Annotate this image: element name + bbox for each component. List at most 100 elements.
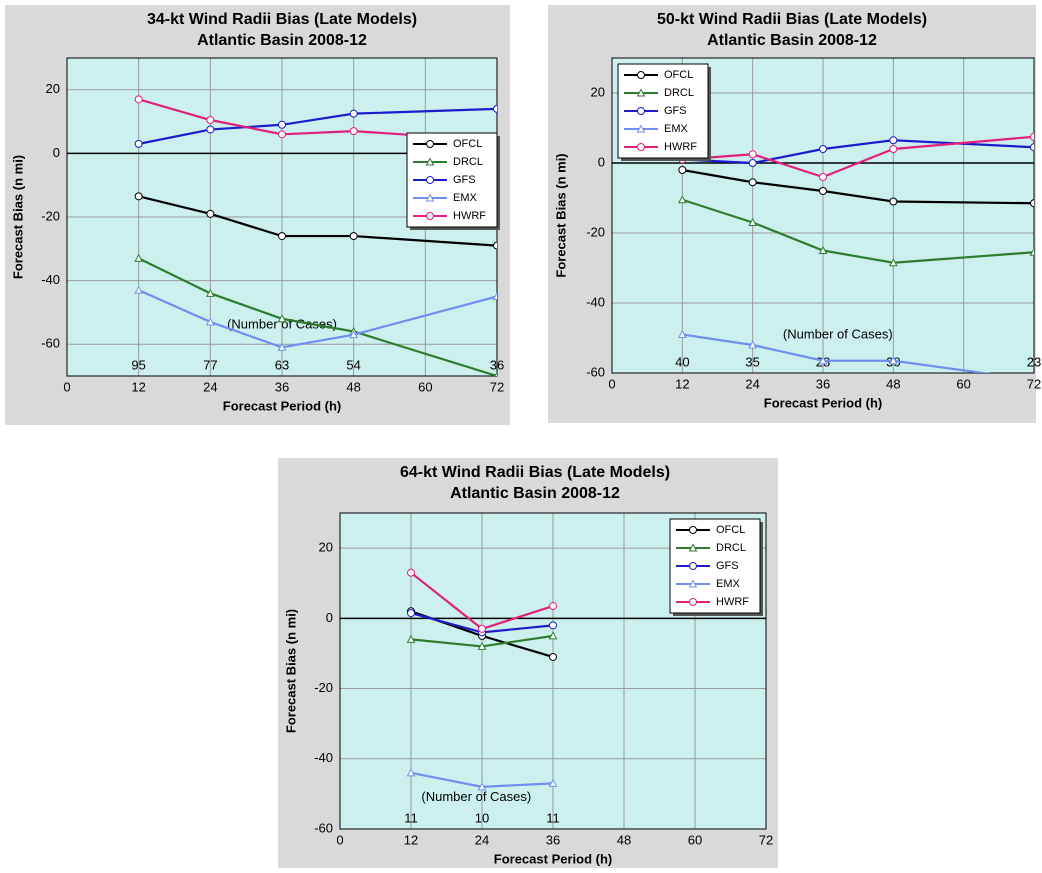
marker — [689, 598, 697, 606]
marker — [637, 71, 645, 79]
cases-label: (Number of Cases) — [421, 789, 531, 804]
case-count: 63 — [275, 357, 289, 372]
series-layer — [677, 132, 1034, 373]
chart-subtitle: Atlantic Basin 2008-12 — [197, 32, 367, 49]
x-tick-label: 36 — [275, 379, 289, 394]
x-axis-label: Forecast Period (h) — [494, 851, 612, 866]
marker — [205, 288, 215, 297]
marker — [478, 624, 486, 633]
marker — [889, 145, 898, 153]
marker — [637, 107, 645, 115]
y-tick-label: -20 — [41, 208, 60, 223]
marker — [1029, 247, 1034, 256]
x-axis-label: Forecast Period (h) — [223, 398, 341, 413]
legend: OFCL DRCL GFS EMX HWRF — [617, 63, 711, 161]
marker — [688, 579, 698, 588]
marker — [349, 232, 358, 241]
marker — [748, 150, 757, 159]
marker — [278, 232, 286, 241]
series-layer — [406, 568, 558, 791]
legend-label: EMX — [664, 123, 689, 135]
marker — [688, 543, 698, 552]
marker — [205, 317, 215, 326]
y-axis-label: Forecast Bias (n mi) — [283, 609, 298, 733]
x-tick-label: 0 — [63, 379, 70, 394]
legend-label: EMX — [716, 578, 741, 590]
marker — [748, 217, 758, 226]
legend-label: EMX — [453, 192, 478, 204]
x-tick-label: 48 — [886, 376, 900, 391]
marker — [1030, 143, 1034, 152]
case-count: 35 — [745, 354, 759, 369]
legend-label: GFS — [664, 105, 687, 117]
marker — [134, 253, 144, 262]
marker — [477, 782, 487, 791]
marker — [1030, 132, 1034, 141]
legend-label: GFS — [453, 174, 476, 186]
legend-label: HWRF — [453, 210, 486, 222]
chart-subtitle: Atlantic Basin 2008-12 — [450, 485, 620, 502]
y-tick-label: -60 — [586, 364, 605, 379]
y-tick-label: -20 — [586, 224, 605, 239]
legend-label: DRCL — [664, 87, 694, 99]
marker — [134, 139, 143, 148]
plot-border — [611, 57, 1035, 374]
marker — [206, 125, 215, 134]
marker — [426, 176, 434, 184]
chart-panel: 64-kt Wind Radii Bias (Late Models) Atlan… — [278, 458, 778, 868]
marker — [819, 187, 827, 195]
case-count: 36 — [490, 357, 504, 372]
marker — [134, 285, 144, 294]
marker — [748, 159, 757, 167]
x-tick-label: 60 — [688, 832, 702, 847]
marker — [425, 193, 435, 202]
marker — [134, 95, 143, 104]
legend: OFCL DRCL GFS EMX HWRF — [406, 132, 500, 230]
legend-label: DRCL — [453, 156, 483, 168]
marker — [549, 652, 557, 661]
cases-label: (Number of Cases) — [227, 317, 337, 332]
marker — [277, 314, 287, 323]
x-tick-label: 12 — [131, 379, 145, 394]
case-count: 77 — [203, 357, 217, 372]
y-tick-label: -40 — [314, 750, 333, 765]
legend-label: OFCL — [716, 524, 745, 536]
marker — [426, 212, 434, 220]
y-tick-label: -40 — [41, 272, 60, 287]
x-tick-label: 60 — [418, 379, 432, 394]
marker — [426, 140, 434, 148]
y-tick-label: 0 — [598, 154, 605, 169]
case-count: 10 — [475, 810, 489, 825]
y-tick-label: -20 — [314, 680, 333, 695]
marker — [636, 88, 646, 97]
marker — [349, 109, 358, 118]
x-tick-label: 36 — [816, 376, 830, 391]
marker — [492, 291, 497, 300]
y-tick-label: 20 — [591, 84, 605, 99]
y-axis-label: Forecast Bias (n mi) — [553, 153, 568, 277]
y-tick-label: 0 — [53, 145, 60, 160]
legend-label: OFCL — [664, 69, 693, 81]
y-tick-label: -40 — [586, 294, 605, 309]
chart-title: 34-kt Wind Radii Bias (Late Models) — [147, 11, 417, 28]
x-tick-label: 72 — [759, 832, 773, 847]
legend: OFCL DRCL GFS EMX HWRF — [669, 518, 763, 616]
marker — [819, 145, 827, 153]
marker — [637, 143, 645, 151]
chart-panel: 34-kt Wind Radii Bias (Late Models) Atlan… — [5, 5, 510, 425]
marker — [425, 157, 435, 166]
marker — [277, 342, 287, 351]
case-count: 95 — [131, 357, 145, 372]
marker — [819, 173, 827, 181]
marker — [636, 124, 646, 133]
marker — [493, 104, 497, 113]
y-tick-label: 20 — [46, 81, 60, 96]
marker — [549, 621, 557, 630]
x-tick-label: 36 — [546, 832, 560, 847]
marker — [134, 192, 143, 201]
marker — [888, 356, 898, 365]
marker — [689, 562, 697, 570]
x-tick-label: 12 — [404, 832, 418, 847]
case-count: 54 — [346, 357, 360, 372]
y-tick-label: -60 — [41, 336, 60, 351]
